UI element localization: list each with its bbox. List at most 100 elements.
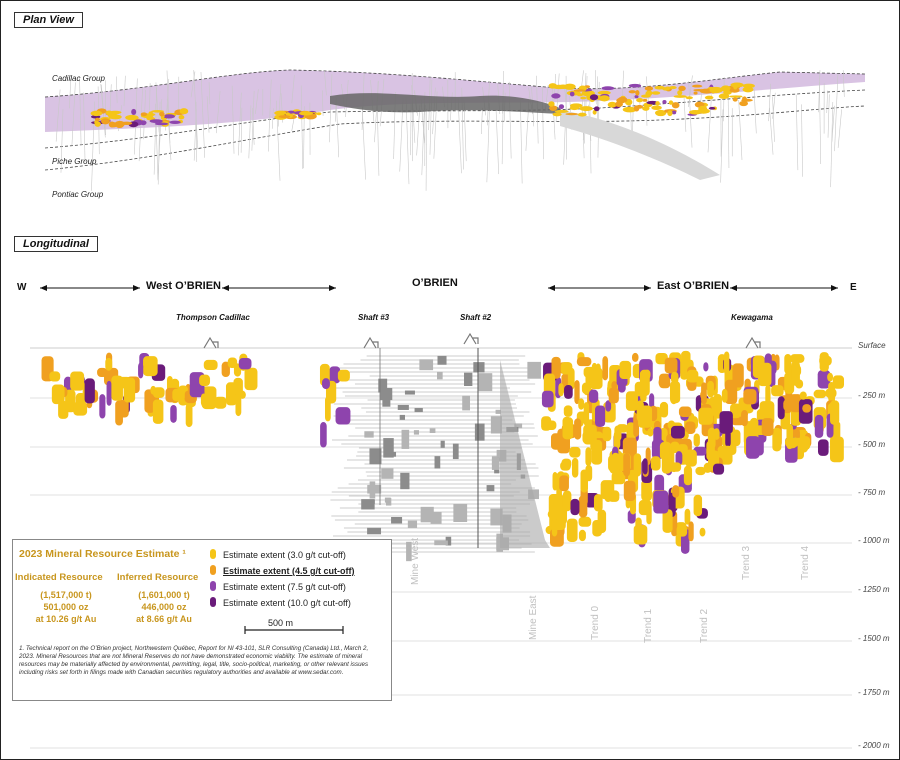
drill-trace bbox=[723, 77, 725, 122]
plan-lens bbox=[601, 86, 615, 91]
plan-lens bbox=[730, 82, 744, 88]
drill-trace bbox=[376, 104, 380, 176]
indicated-ounces: 501,000 oz bbox=[43, 602, 89, 612]
indicated-tonnes: (1,517,000 t) bbox=[40, 590, 92, 600]
stope bbox=[378, 378, 388, 393]
resource-lens bbox=[322, 378, 330, 390]
plan-lens bbox=[718, 93, 730, 99]
resource-lens bbox=[802, 404, 812, 413]
indicated-heading: Indicated Resource bbox=[15, 572, 103, 583]
resource-lens bbox=[664, 357, 678, 374]
drill-trace bbox=[457, 98, 462, 174]
resource-lens bbox=[569, 446, 581, 458]
drill-trace bbox=[271, 108, 274, 129]
resource-lens bbox=[574, 380, 580, 405]
resource-lens bbox=[144, 389, 155, 413]
resource-lens bbox=[772, 427, 782, 452]
drill-trace bbox=[291, 74, 295, 104]
resource-lens bbox=[650, 456, 661, 471]
plan-lens bbox=[101, 118, 110, 125]
drill-trace bbox=[520, 100, 523, 184]
stope bbox=[453, 503, 468, 523]
plan-lens bbox=[299, 111, 313, 116]
arrow-head bbox=[831, 285, 838, 291]
drill-trace bbox=[834, 73, 839, 152]
drill-trace bbox=[237, 92, 242, 156]
resource-lens bbox=[659, 401, 669, 418]
resource-lens bbox=[675, 451, 683, 466]
plan-lens bbox=[645, 91, 651, 97]
arrow-head bbox=[329, 285, 336, 291]
stope bbox=[407, 520, 418, 528]
resource-lens bbox=[335, 407, 351, 425]
resource-lens bbox=[678, 406, 692, 417]
stope bbox=[490, 416, 502, 434]
resource-lens bbox=[337, 369, 350, 382]
resource-lens bbox=[703, 362, 709, 372]
plan-lens bbox=[592, 109, 597, 115]
drill-trace bbox=[416, 104, 421, 156]
drill-trace bbox=[208, 82, 211, 105]
plan-lens bbox=[274, 110, 287, 116]
plan-lens bbox=[586, 94, 592, 100]
drill-trace bbox=[300, 85, 304, 169]
stope bbox=[445, 536, 452, 546]
plan-lens bbox=[554, 109, 569, 113]
drill-trace bbox=[200, 71, 206, 158]
resource-lens bbox=[588, 389, 599, 403]
cadillac-contact bbox=[44, 69, 866, 98]
resource-lens bbox=[701, 382, 707, 405]
plan-lens bbox=[140, 112, 148, 117]
stope bbox=[491, 457, 500, 470]
resource-lens bbox=[777, 396, 785, 420]
resource-lens bbox=[623, 480, 636, 502]
drill-trace bbox=[69, 79, 72, 109]
plan-lens bbox=[651, 91, 661, 95]
drill-trace bbox=[688, 75, 693, 108]
stope bbox=[478, 373, 493, 392]
stope bbox=[380, 388, 393, 401]
arrow-head bbox=[222, 285, 229, 291]
stope bbox=[514, 423, 523, 429]
resource-lens bbox=[551, 356, 561, 379]
plan-lens bbox=[739, 100, 749, 107]
obrien-label: O’BRIEN bbox=[412, 277, 458, 289]
legend-item-4-5: Estimate extent (4.5 g/t cut-off) bbox=[223, 566, 355, 576]
resource-lens bbox=[593, 494, 603, 512]
plan-lens bbox=[614, 101, 623, 107]
resource-lens bbox=[613, 430, 621, 449]
resource-lens bbox=[622, 437, 637, 457]
plan-lens bbox=[285, 112, 290, 116]
drill-trace bbox=[768, 83, 771, 122]
resource-lens bbox=[233, 377, 243, 395]
resource-lens bbox=[653, 426, 662, 450]
headframe-icon bbox=[363, 336, 379, 349]
pontiac-contact bbox=[44, 105, 866, 171]
plan-lens bbox=[693, 91, 698, 95]
drill-trace bbox=[361, 106, 366, 180]
plan-lens bbox=[552, 112, 562, 117]
stope bbox=[406, 541, 412, 562]
swatch-4-5 bbox=[210, 565, 216, 575]
trend-3: Trend 3 bbox=[741, 545, 752, 580]
resource-lens bbox=[580, 469, 588, 493]
resource-lens bbox=[647, 428, 654, 437]
plan-lens bbox=[120, 121, 133, 126]
plan-lens bbox=[677, 90, 683, 96]
drill-trace bbox=[727, 99, 730, 168]
drill-trace bbox=[321, 90, 324, 116]
resource-lens bbox=[662, 441, 670, 459]
drill-trace bbox=[83, 92, 86, 162]
plan-lens bbox=[617, 96, 628, 103]
resource-lens bbox=[605, 400, 612, 412]
resource-estimate-legend: 2023 Mineral Resource Estimate ¹ Indicat… bbox=[12, 539, 392, 701]
stope bbox=[381, 468, 394, 479]
resource-lens bbox=[832, 375, 845, 389]
resource-lens bbox=[143, 356, 158, 377]
resource-lens bbox=[49, 371, 61, 382]
resource-lens bbox=[761, 418, 774, 436]
resource-lens bbox=[244, 367, 258, 391]
plan-lens bbox=[549, 105, 558, 111]
drill-trace bbox=[837, 109, 842, 148]
resource-lens bbox=[790, 354, 805, 363]
